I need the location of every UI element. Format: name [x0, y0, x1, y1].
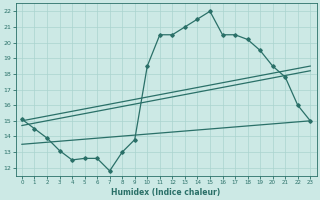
X-axis label: Humidex (Indice chaleur): Humidex (Indice chaleur) [111, 188, 221, 197]
